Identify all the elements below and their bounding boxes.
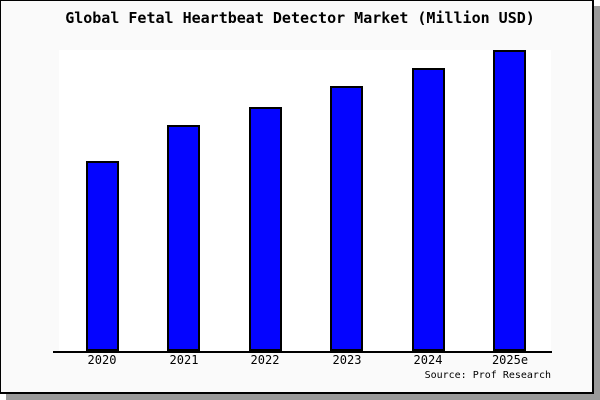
bar-2023 <box>330 86 363 351</box>
x-tick-label-2021: 2021 <box>169 353 199 367</box>
x-axis-line <box>53 351 552 353</box>
x-tick-label-2020: 2020 <box>87 353 117 367</box>
bar-2024 <box>412 68 445 351</box>
bar-2020 <box>86 161 119 351</box>
source-credit: Source: Prof Research <box>424 370 551 381</box>
chart-title: Global Fetal Heartbeat Detector Market (… <box>65 9 535 27</box>
x-tick-label-2025e: 2025e <box>491 353 529 367</box>
bar-2025e <box>493 50 526 351</box>
x-tick-label-2023: 2023 <box>332 353 362 367</box>
plot-area <box>59 50 551 351</box>
x-tick-label-2022: 2022 <box>250 353 280 367</box>
bar-2021 <box>167 125 200 351</box>
x-axis-labels: 2020 2021 2022 2023 2024 2025e <box>59 353 551 369</box>
bar-2022 <box>249 107 282 351</box>
bars-layer <box>59 50 551 351</box>
x-tick-label-2024: 2024 <box>413 353 443 367</box>
